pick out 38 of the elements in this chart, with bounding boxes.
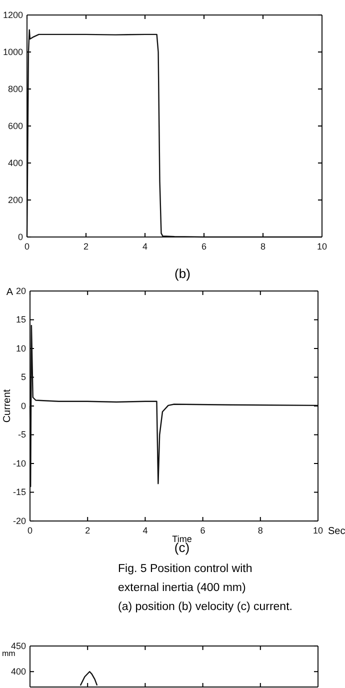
y-tick-label: 0 bbox=[20, 400, 26, 411]
text: (a) position (b) velocity (c) current. bbox=[118, 601, 292, 613]
x-tick-label: 4 bbox=[142, 241, 148, 252]
x-tick-label: 6 bbox=[201, 241, 207, 252]
y-tick-label: 400 bbox=[8, 158, 23, 168]
y-tick-label: 20 bbox=[16, 286, 26, 296]
x-tick-label: 10 bbox=[316, 241, 328, 252]
x-tick-label: 8 bbox=[260, 241, 266, 252]
x-tick-label: 2 bbox=[85, 525, 90, 536]
y-tick-label: 10 bbox=[16, 343, 26, 354]
y-tick-label: 15 bbox=[16, 314, 26, 325]
text: Sec bbox=[328, 526, 345, 537]
y-tick-label: 5 bbox=[20, 372, 26, 382]
y-tick-label: 200 bbox=[8, 194, 23, 205]
text: A bbox=[6, 287, 14, 298]
x-tick-label: 0 bbox=[27, 525, 33, 536]
y-axis-title: Current bbox=[2, 389, 13, 423]
y-tick-label: 450 bbox=[10, 640, 26, 651]
y-tick-label: 800 bbox=[8, 84, 23, 94]
y-tick-label: -5 bbox=[18, 430, 26, 440]
text: (b) bbox=[174, 266, 190, 281]
y-tick-label: 1200 bbox=[2, 10, 23, 20]
y-tick-label: -20 bbox=[12, 516, 26, 526]
y-tick-label: 0 bbox=[18, 232, 23, 242]
caption: Fig. 5 Position control with bbox=[118, 563, 252, 575]
x-tick-label: 10 bbox=[312, 525, 324, 536]
y-tick-label: 1000 bbox=[2, 46, 23, 57]
y-axis-title: mm bbox=[2, 649, 16, 658]
y-tick-label: -10 bbox=[12, 458, 26, 468]
y-tick-label: 600 bbox=[8, 120, 23, 131]
x-tick-label: 4 bbox=[142, 525, 148, 536]
y-tick-label: -15 bbox=[12, 487, 26, 498]
x-tick-label: 6 bbox=[200, 525, 206, 536]
x-axis-title: Time bbox=[172, 534, 192, 544]
x-tick-label: 2 bbox=[83, 241, 89, 252]
text: external inertia (400 mm) bbox=[118, 582, 246, 594]
x-tick-label: 8 bbox=[258, 525, 263, 536]
y-tick-label: 400 bbox=[10, 666, 26, 677]
